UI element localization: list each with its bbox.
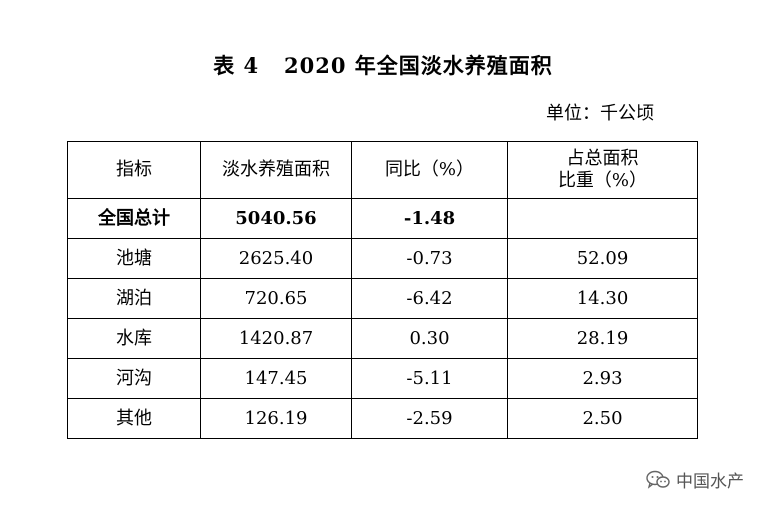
unit-label: 单位：千公顷 bbox=[546, 103, 654, 124]
cell-share bbox=[507, 198, 698, 239]
cell-share: 52.09 bbox=[507, 238, 698, 279]
cell-area: 126.19 bbox=[200, 398, 352, 439]
cell-area: 2625.40 bbox=[200, 238, 352, 279]
cell-share: 28.19 bbox=[507, 318, 698, 359]
cell-area: 5040.56 bbox=[200, 198, 352, 239]
header-share-line1: 占总面积 bbox=[566, 148, 639, 169]
cell-indicator: 水库 bbox=[67, 318, 201, 359]
watermark: 中国水产 bbox=[646, 467, 744, 492]
cell-share: 2.50 bbox=[507, 398, 698, 439]
cell-yoy: -0.73 bbox=[351, 238, 508, 279]
cell-share: 14.30 bbox=[507, 278, 698, 319]
cell-share: 2.93 bbox=[507, 358, 698, 399]
cell-indicator: 其他 bbox=[67, 398, 201, 439]
freshwater-area-table: 指标 淡水养殖面积 同比（%） 占总面积 比重（%） 全国总计 5040.56 … bbox=[67, 141, 698, 439]
header-row: 指标 淡水养殖面积 同比（%） 占总面积 比重（%） bbox=[67, 141, 698, 199]
cell-indicator: 池塘 bbox=[67, 238, 201, 279]
cell-yoy: 0.30 bbox=[351, 318, 508, 359]
table-row: 池塘 2625.40 -0.73 52.09 bbox=[67, 238, 698, 279]
table-row: 其他 126.19 -2.59 2.50 bbox=[67, 398, 698, 439]
table-title: 表 4 2020 年全国淡水养殖面积 bbox=[213, 53, 553, 78]
table-row: 湖泊 720.65 -6.42 14.30 bbox=[67, 278, 698, 319]
watermark-text: 中国水产 bbox=[676, 472, 744, 492]
cell-area: 720.65 bbox=[200, 278, 352, 319]
cell-indicator: 湖泊 bbox=[67, 278, 201, 319]
cell-yoy: -5.11 bbox=[351, 358, 508, 399]
cell-indicator: 河沟 bbox=[67, 358, 201, 399]
cell-yoy: -6.42 bbox=[351, 278, 508, 319]
header-share-line2: 比重（%） bbox=[557, 170, 648, 191]
cell-indicator: 全国总计 bbox=[67, 198, 201, 239]
wechat-icon bbox=[646, 470, 670, 490]
cell-area: 1420.87 bbox=[200, 318, 352, 359]
table-row: 河沟 147.45 -5.11 2.93 bbox=[67, 358, 698, 399]
cell-area: 147.45 bbox=[200, 358, 352, 399]
table-row-total: 全国总计 5040.56 -1.48 bbox=[67, 198, 698, 239]
table-row: 水库 1420.87 0.30 28.19 bbox=[67, 318, 698, 359]
cell-yoy: -1.48 bbox=[351, 198, 508, 239]
header-share: 占总面积 比重（%） bbox=[507, 141, 698, 199]
header-area: 淡水养殖面积 bbox=[200, 141, 352, 199]
header-yoy: 同比（%） bbox=[351, 141, 508, 199]
cell-yoy: -2.59 bbox=[351, 398, 508, 439]
header-indicator: 指标 bbox=[67, 141, 201, 199]
